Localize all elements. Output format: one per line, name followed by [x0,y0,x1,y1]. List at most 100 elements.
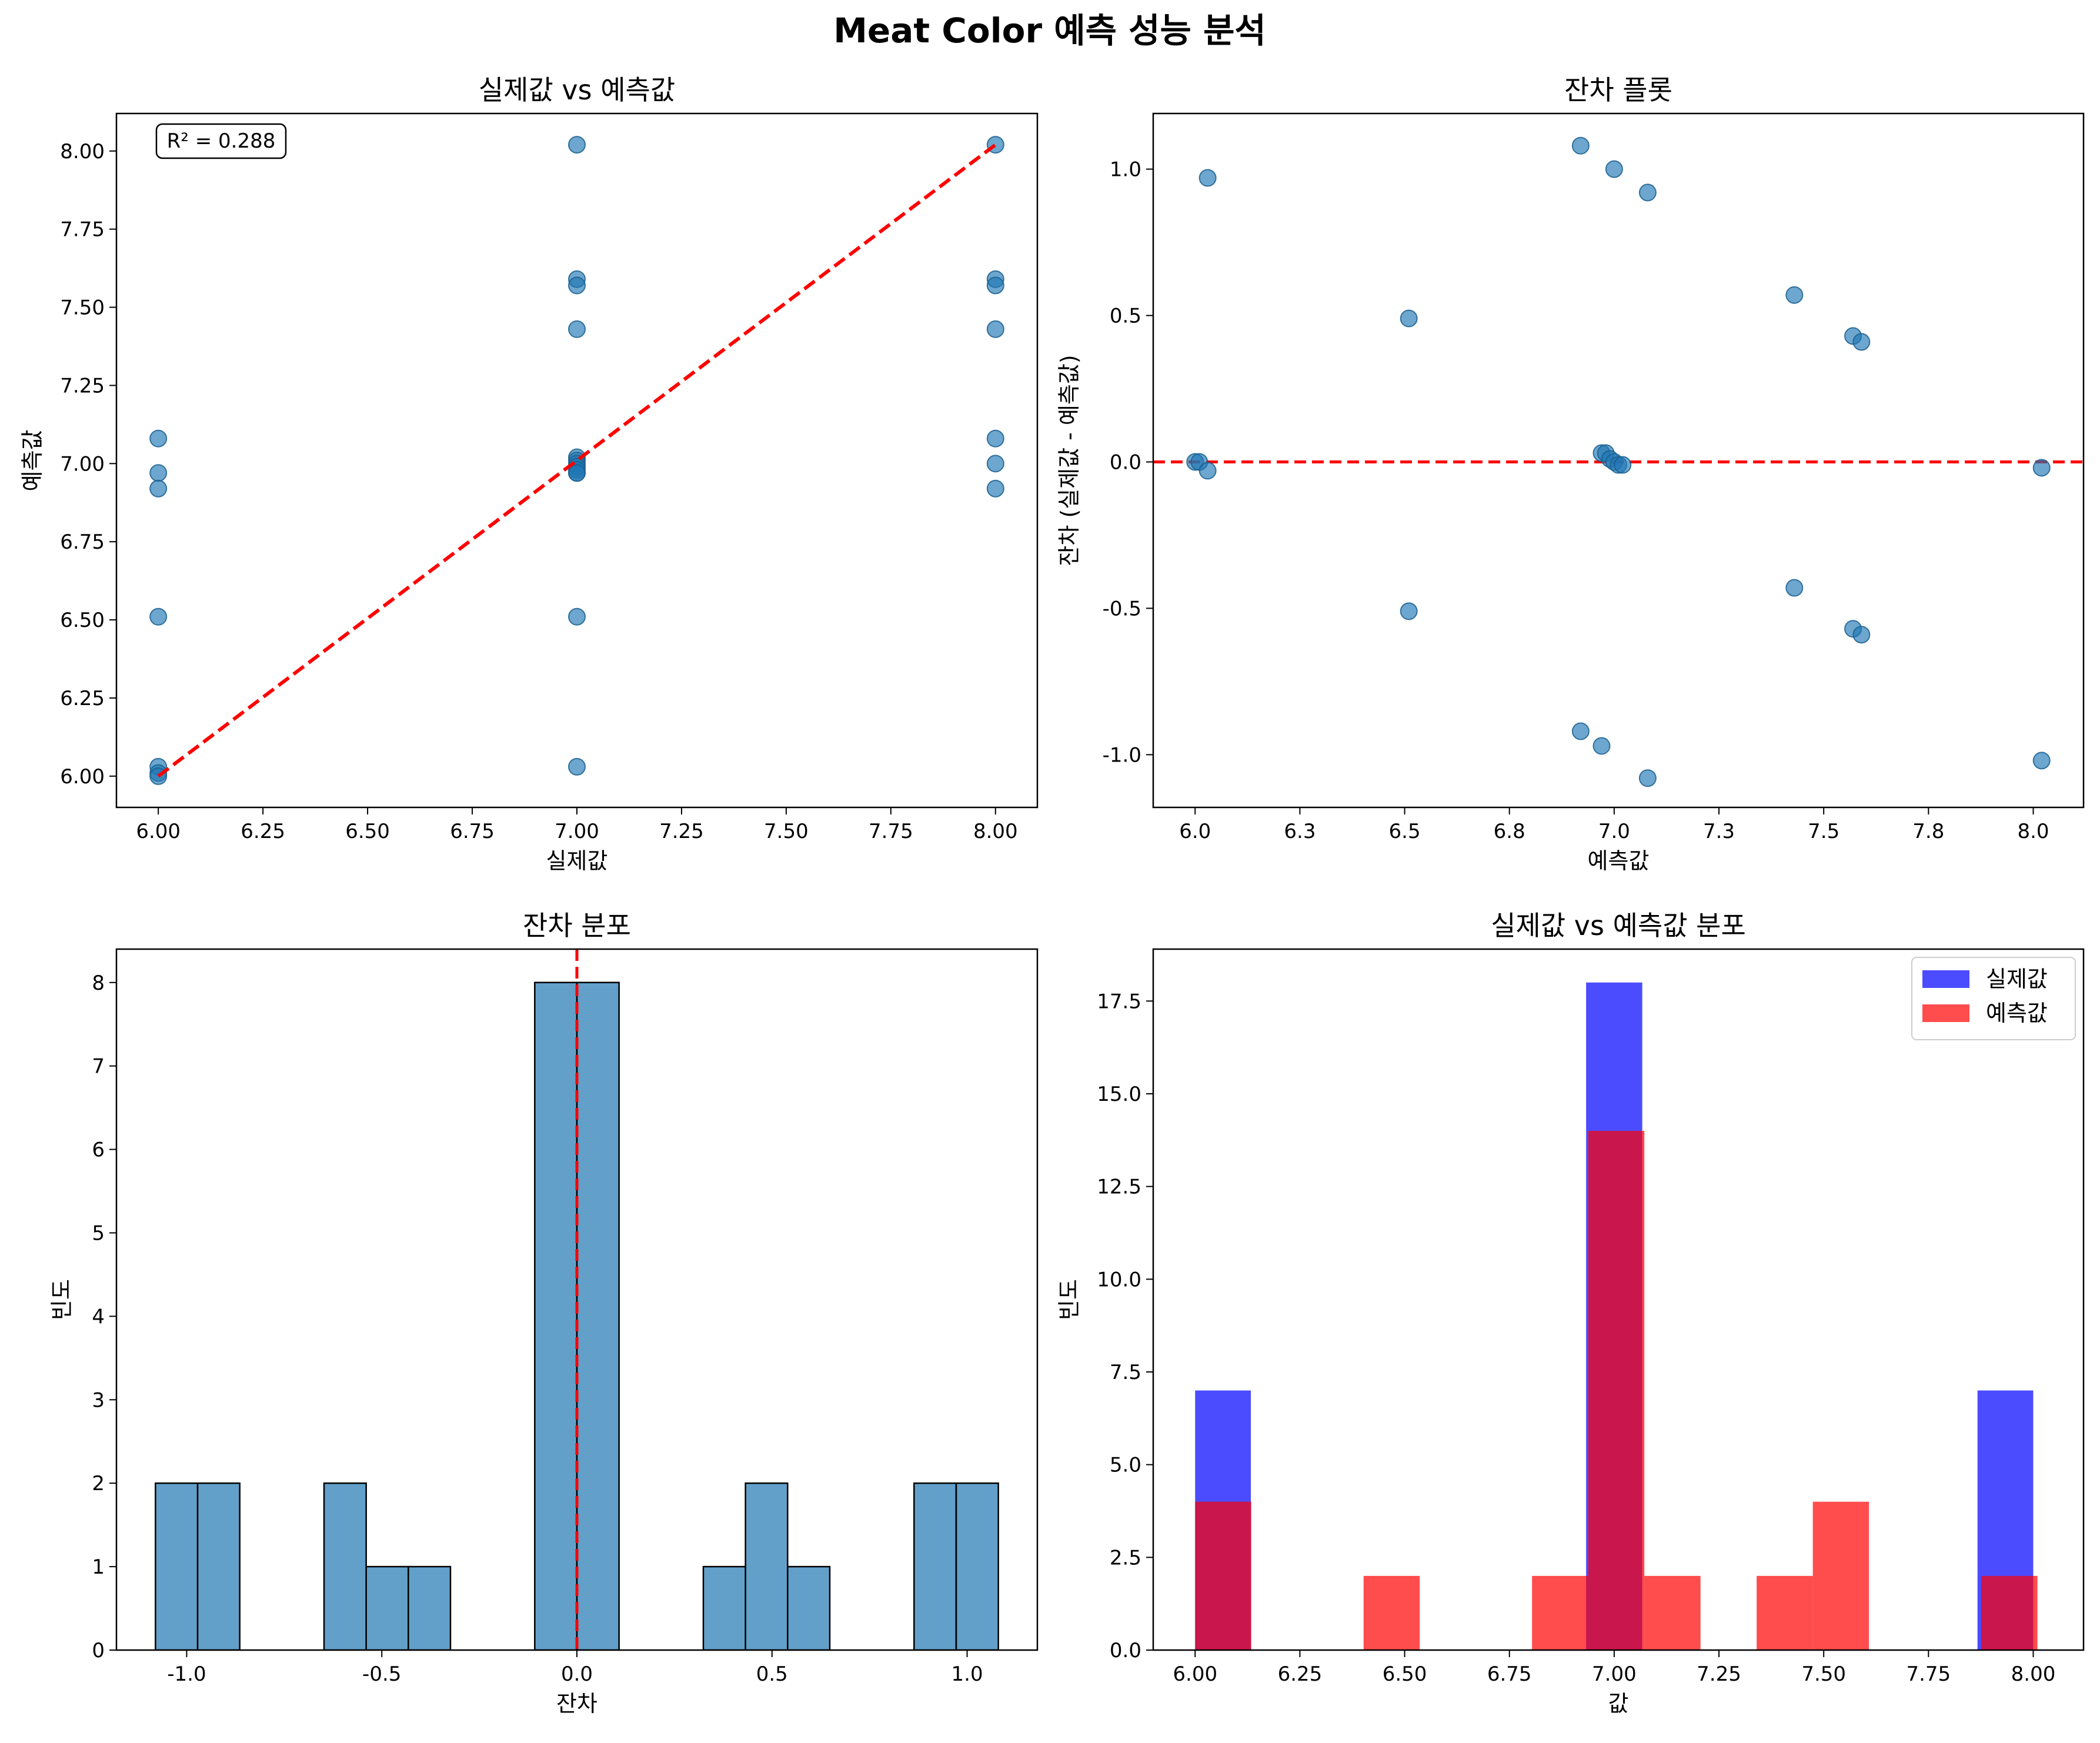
histogram-bar [155,1482,199,1650]
y-tick-label: 4 [92,1305,105,1328]
x-tick-label: 7.50 [1801,1662,1846,1686]
y-tick-label: 0 [92,1639,105,1662]
x-tick-label: 6.5 [1389,820,1421,843]
x-tick-label: 7.3 [1703,820,1735,843]
y-tick-label: 12.5 [1097,1176,1141,1199]
residual-point [1852,333,1871,351]
x-tick-label: 8.00 [2011,1662,2056,1686]
y-tick-label: 0.5 [1110,305,1141,328]
y-tick-label: 17.5 [1097,990,1141,1013]
axes-frame [1152,948,2085,1651]
residual-point [1400,602,1418,620]
y-axis-label: 예측값 [19,430,45,492]
y-tick-label: 7 [92,1055,105,1078]
y-tick-label: 8.00 [60,140,105,163]
x-tick-label: 6.75 [450,820,495,843]
scatter-point [986,455,1004,473]
y-tick-label: 10.0 [1097,1268,1141,1291]
residual-point [1785,286,1804,304]
legend-label: 예측값 [1986,1000,2048,1026]
residual-point [1785,579,1804,597]
residual-point [2032,459,2051,477]
y-axis-label: 잔차 (실제값 - 예측값) [1056,355,1082,566]
x-axis-label: 실제값 [546,848,608,874]
y-tick-label: 6.25 [60,687,105,710]
y-tick-label: 15.0 [1097,1083,1141,1106]
scatter-point [986,276,1004,295]
x-tick-label: -0.5 [362,1662,401,1686]
scatter-point [568,757,586,776]
x-tick-label: 6.25 [1278,1662,1323,1686]
scatter-point [568,320,586,338]
x-tick-label: 7.25 [659,820,704,843]
x-tick-label: 7.75 [869,820,913,843]
histogram-bar [323,1482,367,1650]
annotation-box [155,123,287,159]
residual-point [1571,722,1590,740]
y-tick-label: 1.0 [1110,158,1141,182]
scatter-point [568,464,586,482]
y-tick-label: 8 [92,971,105,995]
histogram-bar [576,981,620,1650]
panel-title: 실제값 vs 예측값 [479,74,675,106]
x-tick-label: 8.0 [2017,820,2049,843]
histogram-bar [744,1482,789,1650]
histogram-bar [534,981,578,1650]
legend-swatch [1922,1004,1969,1022]
legend-label: 실제값 [1986,966,2048,992]
plot-area [149,136,1004,785]
x-tick-label: 7.00 [1592,1662,1637,1686]
histogram-bar-predicted [1588,1131,1645,1650]
y-tick-label: 0.0 [1110,1639,1141,1662]
x-axis-label: 값 [1608,1691,1629,1717]
y-tick-label: 7.25 [60,374,105,398]
y-tick-label: 7.75 [60,218,105,242]
figure-suptitle: Meat Color 예측 성능 분석 [833,11,1266,51]
x-tick-label: 6.75 [1487,1662,1532,1686]
panel-title: 실제값 vs 예측값 분포 [1491,910,1746,941]
x-tick-label: 6.25 [241,820,285,843]
residual-point [1592,737,1611,755]
histogram-bar [955,1482,999,1650]
scatter-point [568,607,586,626]
x-tick-label: 7.0 [1598,820,1630,843]
histogram-bar [196,1482,241,1650]
x-tick-label: 7.75 [1906,1662,1951,1686]
histogram-bar-predicted [1812,1501,1869,1650]
y-axis-label: 빈도 [49,1279,75,1320]
plot-area [1153,136,2084,787]
x-tick-label: 7.8 [1912,820,1944,843]
scatter-point [149,464,168,482]
x-tick-label: 6.50 [345,820,390,843]
scatter-point [986,429,1004,448]
y-tick-label: 2.5 [1110,1546,1141,1570]
x-tick-label: 6.50 [1383,1662,1427,1686]
residual-point [1638,769,1657,787]
x-tick-label: 7.5 [1808,820,1839,843]
y-tick-label: -0.5 [1103,597,1141,620]
scatter-point [986,320,1004,338]
scatter-point [568,136,586,154]
x-axis-label: 예측값 [1588,848,1650,874]
residual-point [2032,752,2051,770]
plot-area [1195,982,2038,1650]
x-tick-label: 6.8 [1494,820,1525,843]
y-axis-label: 빈도 [1056,1279,1082,1320]
x-tick-label: 6.3 [1284,820,1316,843]
histogram-bar [787,1565,831,1650]
scatter-point [568,276,586,295]
x-tick-label: 0.0 [561,1662,593,1686]
y-tick-label: 6.75 [60,530,105,554]
x-tick-label: 7.00 [555,820,599,843]
histogram-bar [365,1565,409,1650]
y-tick-label: 6 [92,1138,105,1162]
scatter-point [149,429,168,448]
y-tick-label: 7.50 [60,296,105,320]
y-tick-label: 7.5 [1110,1361,1141,1384]
legend-swatch [1922,970,1969,988]
y-tick-label: 0.0 [1110,450,1141,474]
perfect-fit-line [157,143,997,778]
histogram-bar [408,1565,452,1650]
